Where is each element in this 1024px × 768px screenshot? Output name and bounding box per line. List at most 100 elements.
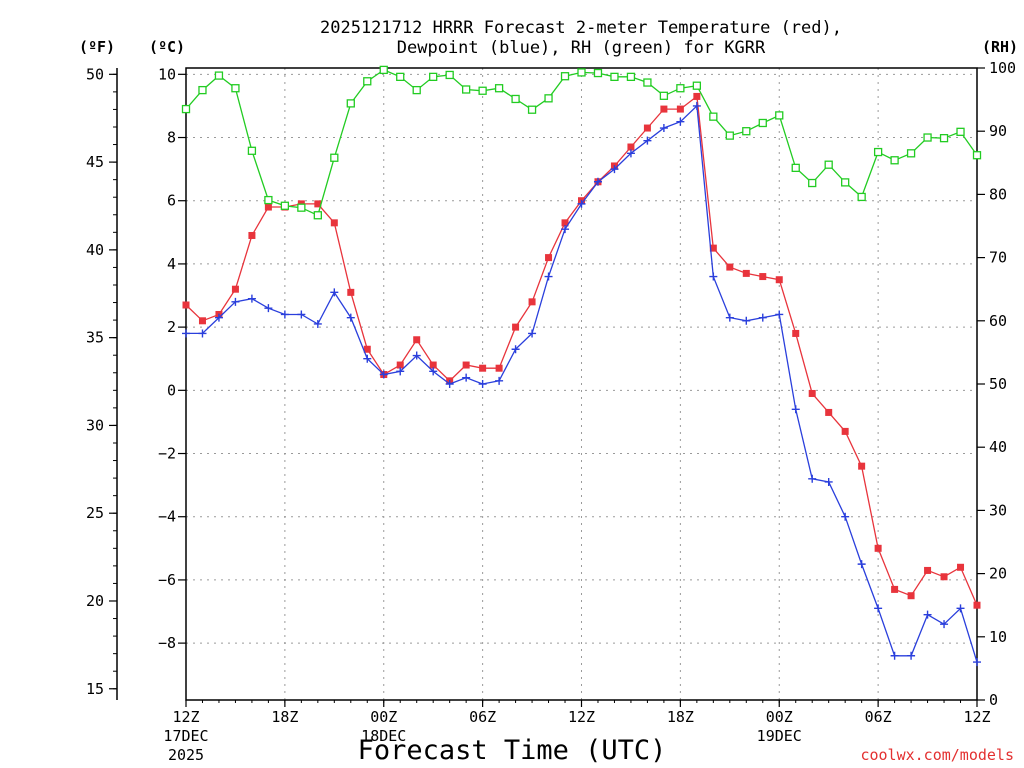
rh-tick-label: 50 xyxy=(989,375,1007,393)
rh-point xyxy=(396,72,405,81)
x-axis-title: Forecast Time (UTC) xyxy=(358,735,667,766)
dewpoint-point xyxy=(709,272,718,281)
temperature-point xyxy=(248,231,256,239)
axes xyxy=(116,67,978,701)
rh-point xyxy=(808,178,817,188)
rh-point xyxy=(890,156,899,165)
temperature-point xyxy=(808,389,816,397)
rh-point xyxy=(791,163,800,173)
temperature-point xyxy=(479,364,487,372)
data-series xyxy=(181,65,982,667)
rh-point xyxy=(610,72,619,81)
rh-point xyxy=(939,134,949,143)
fahrenheit-tick-label: 35 xyxy=(86,329,104,347)
dewpoint-point xyxy=(231,297,240,306)
dewpoint-point xyxy=(264,304,273,313)
rh-tick-label: 60 xyxy=(989,312,1007,330)
dewpoint-point xyxy=(528,329,537,338)
temperature-point xyxy=(660,105,668,113)
rh-point xyxy=(775,111,784,120)
rh-point xyxy=(906,149,916,158)
rh-point xyxy=(725,131,734,140)
temperature-point xyxy=(891,585,899,593)
x-tick-date: 18DEC xyxy=(361,727,406,745)
fahrenheit-unit-label: (ºF) xyxy=(79,38,115,56)
chart-title-line1: 2025121712 HRRR Forecast 2-meter Tempera… xyxy=(320,18,842,38)
celsius-tick-label: −2 xyxy=(158,445,176,463)
fahrenheit-tick-label: 50 xyxy=(86,65,104,83)
rh-point xyxy=(676,84,685,93)
rh-point xyxy=(445,70,454,80)
rh-point xyxy=(264,195,273,205)
temperature-point xyxy=(759,273,767,281)
temperature-point xyxy=(742,269,750,277)
x-tick-year: 2025 xyxy=(168,746,204,764)
temperature-point xyxy=(347,288,355,296)
temperature-point xyxy=(264,203,272,211)
dewpoint-point xyxy=(280,310,289,319)
dewpoint-point xyxy=(182,329,190,338)
rh-point xyxy=(824,160,833,169)
rh-point xyxy=(478,86,487,95)
rh-point xyxy=(181,104,191,114)
dewpoint-point xyxy=(247,294,256,303)
dewpoint-point xyxy=(791,405,800,414)
dewpoint-point xyxy=(214,313,223,322)
x-tick-label: 00Z xyxy=(766,708,793,726)
rh-tick-label: 0 xyxy=(989,691,998,709)
temperature-point xyxy=(874,544,882,552)
dewpoint-point xyxy=(429,367,438,376)
rh-point xyxy=(643,78,652,87)
dewpoint-point xyxy=(643,136,652,145)
temperature-point xyxy=(627,143,635,151)
dewpoint-point xyxy=(363,354,372,363)
rh-point xyxy=(412,85,421,95)
dewpoint-point xyxy=(297,310,306,319)
x-tick-label: 18Z xyxy=(271,708,298,726)
dewpoint-point xyxy=(874,604,883,613)
dewpoint-point xyxy=(923,610,932,619)
rh-point xyxy=(330,153,339,162)
temperature-line xyxy=(185,95,978,606)
dewpoint-point xyxy=(857,560,866,569)
dewpoint-point xyxy=(478,380,487,388)
temperature-point xyxy=(512,323,520,331)
temperature-point xyxy=(528,298,536,306)
rh-point xyxy=(626,72,636,81)
celsius-tick-label: 10 xyxy=(158,65,176,83)
x-tick-date: 17DEC xyxy=(163,727,208,745)
dewpoint-point xyxy=(725,313,734,322)
temperature-point xyxy=(231,285,239,293)
fahrenheit-tick-label: 45 xyxy=(86,153,104,171)
dewpoint-point xyxy=(890,651,899,660)
temperature-point xyxy=(940,573,948,581)
rh-point xyxy=(511,94,520,104)
temperature-point xyxy=(907,592,915,600)
rh-point xyxy=(560,72,570,81)
dewpoint-point xyxy=(495,376,504,385)
dewpoint-point xyxy=(313,319,322,328)
x-tick-label: 18Z xyxy=(667,708,694,726)
fahrenheit-tick-label: 20 xyxy=(86,592,104,610)
celsius-tick-label: −8 xyxy=(158,634,176,652)
dewpoint-point xyxy=(379,370,388,379)
temperature-point xyxy=(825,408,833,416)
dewpoint-point xyxy=(626,149,635,158)
rh-point xyxy=(873,147,883,157)
x-tick-label: 06Z xyxy=(865,708,892,726)
temperature-point xyxy=(726,263,734,271)
temperature-point xyxy=(330,219,338,227)
chart-title-line2: Dewpoint (blue), RH (green) for KGRR xyxy=(397,38,766,58)
rh-tick-label: 30 xyxy=(989,501,1007,519)
dewpoint-point xyxy=(742,316,751,325)
rh-point xyxy=(297,203,306,212)
rh-point xyxy=(313,211,322,220)
dewpoint-point xyxy=(940,620,949,629)
credit-text: coolwx.com/models xyxy=(860,746,1014,764)
temperature-point xyxy=(561,219,569,227)
rh-point xyxy=(857,192,866,202)
rh-unit-label: (RH) xyxy=(982,38,1018,56)
dewpoint-point xyxy=(824,477,833,486)
rh-tick-label: 40 xyxy=(989,438,1007,456)
